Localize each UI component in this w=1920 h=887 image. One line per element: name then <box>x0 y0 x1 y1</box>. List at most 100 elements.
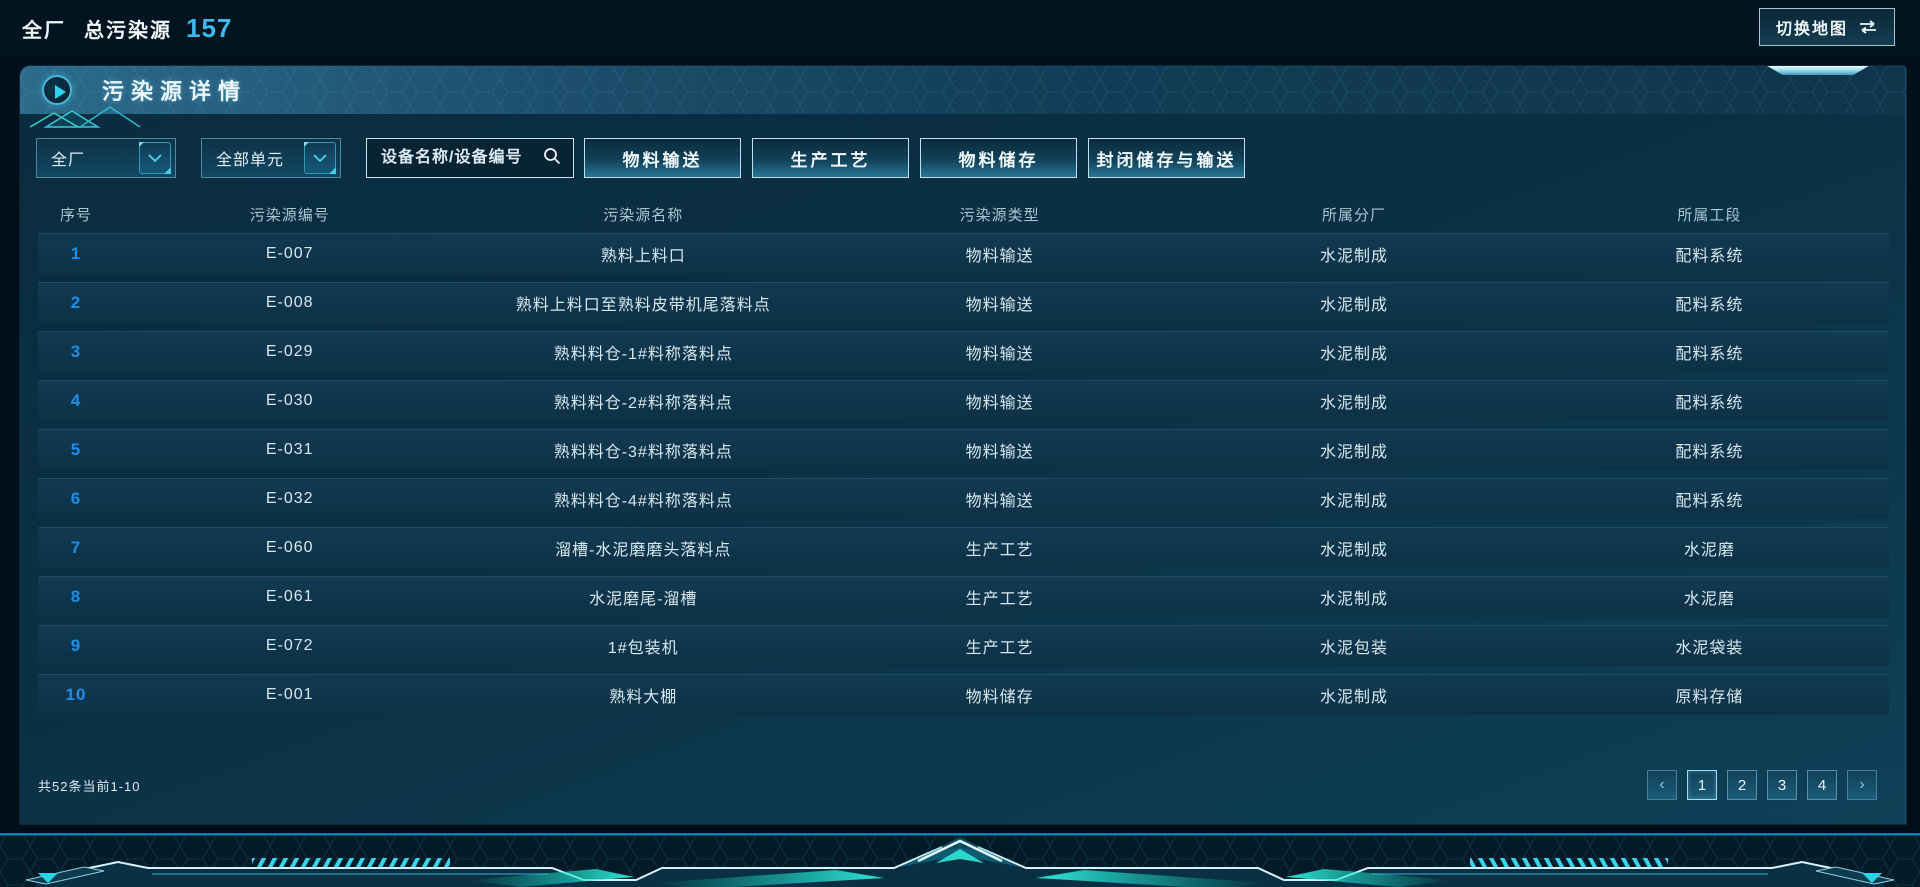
cell-type: 生产工艺 <box>965 591 1034 608</box>
table-row[interactable]: 4 E-030 熟料料仓-2#料称落料点 物料输送 水泥制成 配料系统 <box>38 380 1889 421</box>
cell-factory: 水泥制成 <box>1320 248 1389 265</box>
page-button-2[interactable]: 2 <box>1727 770 1757 800</box>
table-row[interactable]: 2 E-008 熟料上料口至熟料皮带机尾落料点 物料输送 水泥制成 配料系统 <box>38 282 1889 323</box>
panel-header: 污染源详情 <box>20 66 1905 114</box>
cell-index[interactable]: 3 <box>70 342 82 361</box>
cell-factory: 水泥制成 <box>1320 542 1389 559</box>
column-header: 序号 <box>59 206 92 224</box>
hexagon-pattern <box>20 66 1905 114</box>
record-count-summary: 共52条当前1-10 <box>38 779 141 794</box>
cell-type: 物料输送 <box>965 395 1034 412</box>
cell-factory: 水泥制成 <box>1320 395 1389 412</box>
cell-factory: 水泥制成 <box>1320 346 1389 363</box>
table-row[interactable]: 8 E-061 水泥磨尾-溜槽 生产工艺 水泥制成 水泥磨 <box>38 576 1889 617</box>
table-row[interactable]: 3 E-029 熟料料仓-1#料称落料点 物料输送 水泥制成 配料系统 <box>38 331 1889 372</box>
cell-name: 熟料上料口 <box>600 248 686 265</box>
panel-title: 污染源详情 <box>102 79 248 104</box>
cell-section: 配料系统 <box>1675 395 1744 412</box>
cell-factory: 水泥制成 <box>1320 297 1389 314</box>
cell-type: 物料输送 <box>965 346 1034 363</box>
cell-name: 熟料大棚 <box>609 689 678 706</box>
cell-section: 水泥磨 <box>1683 591 1735 608</box>
total-pollution-value: 157 <box>186 12 233 43</box>
cell-code: E-032 <box>265 490 314 507</box>
page-button-1[interactable]: 1 <box>1687 770 1717 800</box>
unit-select-value: 全部单元 <box>216 152 285 169</box>
column-header: 所属工段 <box>1677 206 1742 224</box>
total-pollution-label: 总污染源 <box>84 19 172 42</box>
cell-index[interactable]: 6 <box>70 489 82 508</box>
pollution-detail-panel: 污染源详情 全厂 全部单元 <box>20 66 1906 824</box>
table-row[interactable]: 5 E-031 熟料料仓-3#料称落料点 物料输送 水泥制成 配料系统 <box>38 429 1889 470</box>
table-row[interactable]: 6 E-032 熟料料仓-4#料称落料点 物料输送 水泥制成 配料系统 <box>38 478 1889 519</box>
play-icon[interactable] <box>42 75 72 105</box>
cell-name: 熟料料仓-2#料称落料点 <box>553 395 733 412</box>
bottom-decoration <box>0 833 1920 887</box>
filter-type-button-1[interactable]: 物料输送 <box>584 138 741 178</box>
factory-select[interactable]: 全厂 <box>36 138 176 178</box>
table-row[interactable]: 10 E-001 熟料大棚 物料储存 水泥制成 原料存储 <box>38 674 1889 715</box>
header-notch-decoration <box>1767 66 1869 75</box>
cell-code: E-031 <box>265 441 314 458</box>
cell-name: 溜槽-水泥磨磨头落料点 <box>555 542 732 559</box>
cell-type: 物料输送 <box>965 493 1034 510</box>
table-row[interactable]: 7 E-060 溜槽-水泥磨磨头落料点 生产工艺 水泥制成 水泥磨 <box>38 527 1889 568</box>
column-header: 污染源类型 <box>959 206 1040 224</box>
cell-section: 配料系统 <box>1675 297 1744 314</box>
table-row[interactable]: 9 E-072 1#包装机 生产工艺 水泥包装 水泥袋装 <box>38 625 1889 666</box>
cell-factory: 水泥制成 <box>1320 591 1389 608</box>
cell-type: 生产工艺 <box>965 542 1034 559</box>
cell-index[interactable]: 1 <box>70 244 82 263</box>
unit-select[interactable]: 全部单元 <box>201 138 341 178</box>
cell-code: E-007 <box>265 245 314 262</box>
cell-section: 原料存储 <box>1675 689 1744 706</box>
filter-type-button-3[interactable]: 物料储存 <box>920 138 1077 178</box>
column-header: 所属分厂 <box>1322 206 1387 224</box>
cell-code: E-008 <box>265 294 314 311</box>
cell-name: 熟料料仓-4#料称落料点 <box>553 493 733 510</box>
cell-index[interactable]: 9 <box>70 636 82 655</box>
prev-page-button[interactable]: ‹ <box>1647 770 1677 800</box>
cell-type: 物料输送 <box>965 297 1034 314</box>
cell-code: E-061 <box>265 588 314 605</box>
cell-factory: 水泥制成 <box>1320 689 1389 706</box>
table-header-row: 序号 污染源编号 污染源名称 污染源类型 所属分厂 所属工段 <box>38 202 1889 226</box>
filter-type-button-2[interactable]: 生产工艺 <box>752 138 909 178</box>
cell-code: E-001 <box>265 686 314 703</box>
cell-factory: 水泥制成 <box>1320 444 1389 461</box>
cell-type: 生产工艺 <box>965 640 1034 657</box>
cell-name: 熟料料仓-3#料称落料点 <box>553 444 733 461</box>
device-search-input[interactable] <box>379 148 543 168</box>
chevron-down-icon[interactable] <box>139 142 171 174</box>
cell-section: 配料系统 <box>1675 493 1744 510</box>
swap-icon <box>1858 20 1878 34</box>
cell-code: E-030 <box>265 392 314 409</box>
page-button-3[interactable]: 3 <box>1767 770 1797 800</box>
page-button-4[interactable]: 4 <box>1807 770 1837 800</box>
top-bar: 全厂 总污染源 157 切换地图 <box>0 0 1920 56</box>
cell-index[interactable]: 4 <box>70 391 82 410</box>
cell-factory: 水泥制成 <box>1320 493 1389 510</box>
cell-section: 水泥磨 <box>1683 542 1735 559</box>
cell-index[interactable]: 5 <box>70 440 82 459</box>
search-icon[interactable] <box>543 147 561 170</box>
cell-index[interactable]: 8 <box>70 587 82 606</box>
cell-factory: 水泥包装 <box>1320 640 1389 657</box>
cell-type: 物料输送 <box>965 444 1034 461</box>
column-header: 污染源名称 <box>603 206 684 224</box>
table-body: 1 E-007 熟料上料口 物料输送 水泥制成 配料系统 2 E-008 熟料上料口至熟料皮带机… <box>38 233 1889 723</box>
chevron-down-icon[interactable] <box>304 142 336 174</box>
filter-type-button-4[interactable]: 封闭储存与输送 <box>1088 138 1245 178</box>
table-row[interactable]: 1 E-007 熟料上料口 物料输送 水泥制成 配料系统 <box>38 233 1889 274</box>
switch-map-button[interactable]: 切换地图 <box>1758 8 1895 46</box>
cell-index[interactable]: 2 <box>70 293 82 312</box>
cell-name: 1#包装机 <box>607 640 679 657</box>
cell-name: 水泥磨尾-溜槽 <box>589 591 698 608</box>
next-page-button[interactable]: › <box>1847 770 1877 800</box>
switch-map-label: 切换地图 <box>1775 21 1848 38</box>
cell-index[interactable]: 10 <box>65 685 87 704</box>
device-search-box <box>366 138 574 178</box>
cell-index[interactable]: 7 <box>70 538 82 557</box>
scope-label: 全厂 <box>22 19 66 42</box>
